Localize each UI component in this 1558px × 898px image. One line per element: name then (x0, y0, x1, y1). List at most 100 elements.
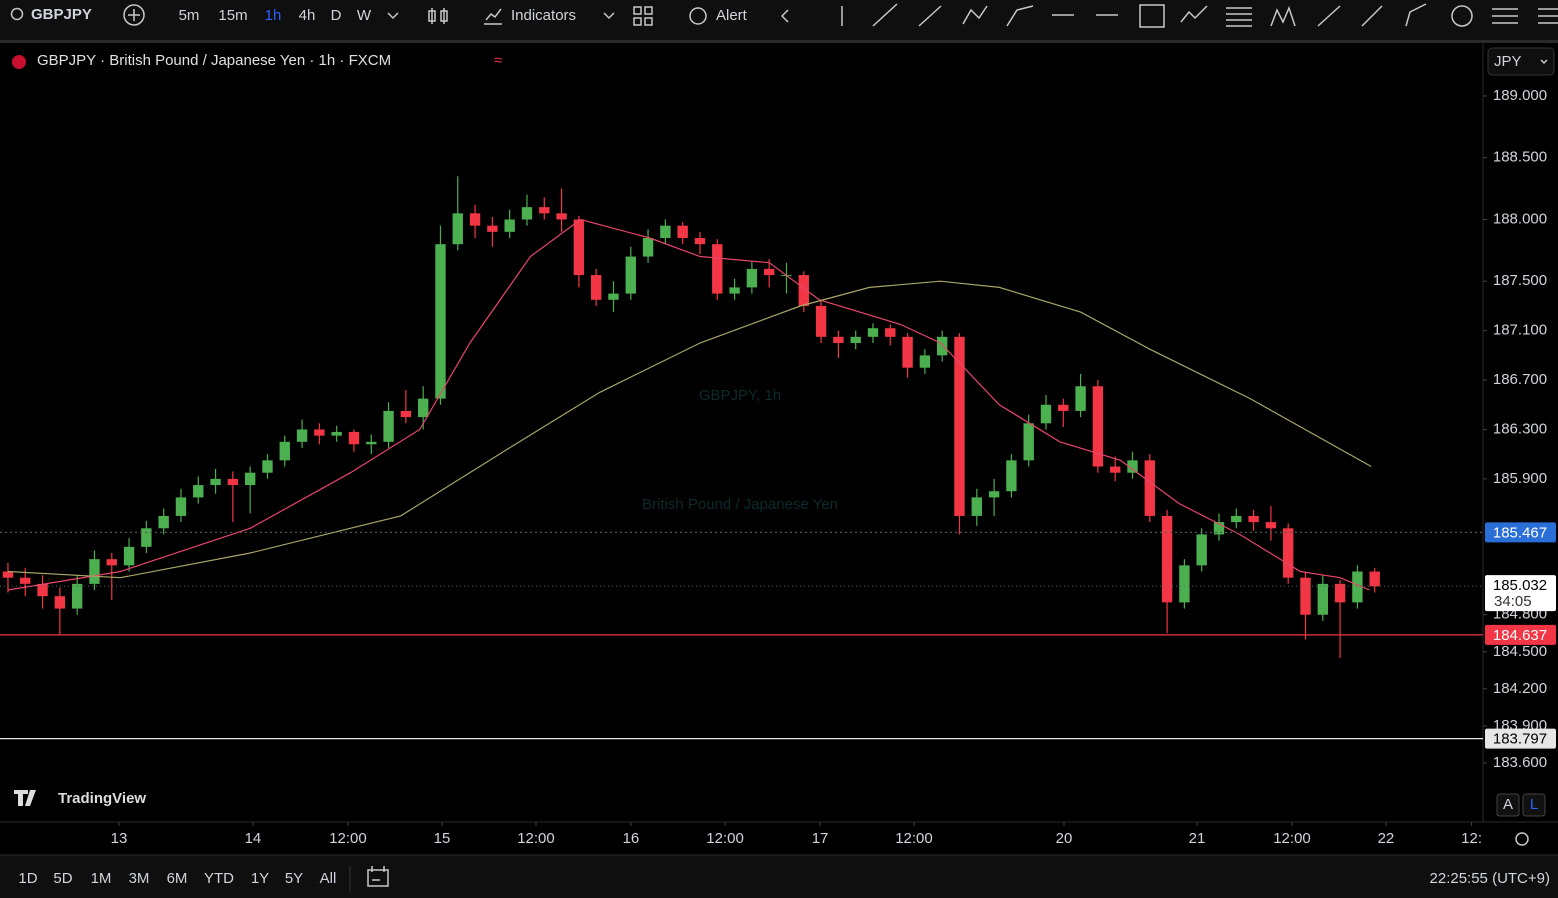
price-label-bg (1485, 624, 1556, 645)
y-tick-label: 185.900 (1493, 470, 1547, 487)
candle-body (158, 515, 169, 529)
add-icon (128, 9, 140, 21)
x-tick-label: 20 (1056, 830, 1073, 847)
dropdown[interactable] (603, 12, 615, 20)
flag-icon (12, 55, 26, 69)
candle-body (729, 287, 740, 294)
date-range-icon[interactable] (367, 866, 389, 887)
interval[interactable]: 5m (179, 7, 200, 24)
candle-body (417, 398, 429, 418)
x-tick-label: 12: (1461, 830, 1482, 847)
range[interactable]: 5D (53, 870, 72, 887)
range[interactable]: 1Y (251, 870, 269, 887)
candle-body (452, 213, 463, 245)
candle-body (71, 583, 83, 609)
candle-body (1144, 460, 1155, 516)
interval[interactable]: D (331, 7, 342, 24)
candle-body (1092, 386, 1104, 467)
candle-body (1334, 583, 1346, 603)
candle-body (175, 497, 187, 516)
candle-body (227, 478, 239, 486)
range[interactable]: YTD (204, 870, 234, 887)
candle-body (1283, 528, 1294, 578)
candle-body (193, 485, 204, 498)
candle-body (366, 441, 377, 445)
logo-mark (14, 790, 36, 806)
candle-body (625, 256, 636, 294)
candle-body (37, 583, 48, 597)
candle-body (1352, 571, 1363, 603)
candle-body (331, 431, 342, 436)
dropdown[interactable] (387, 12, 399, 20)
auto-scale[interactable] (1496, 793, 1520, 817)
auto-scale-label[interactable]: A (1503, 796, 1513, 813)
dropdown[interactable] (1540, 59, 1548, 65)
range[interactable]: All (320, 870, 337, 887)
candle-body (919, 355, 931, 368)
x-tick-label: 14 (245, 830, 262, 847)
watermark-symbol: GBPJPY, 1h (699, 387, 781, 404)
interval[interactable]: 15m (218, 7, 247, 24)
interval[interactable]: W (357, 7, 372, 24)
alert[interactable]: Alert (716, 7, 748, 24)
candle-body (1127, 460, 1138, 473)
candle-body (1369, 571, 1380, 587)
candle-body (763, 268, 775, 276)
price-label: 184.637 (1493, 627, 1547, 644)
search-icon[interactable] (10, 7, 24, 21)
candle-body (1075, 386, 1086, 411)
candle-body (1317, 583, 1328, 615)
chart-type[interactable] (428, 8, 448, 24)
candle-body (383, 410, 394, 442)
settings-icon[interactable] (1515, 832, 1529, 846)
range[interactable]: 5Y (285, 870, 303, 887)
price-label: 183.797 (1493, 731, 1547, 748)
interval[interactable]: 4h (299, 7, 316, 24)
candle-body (262, 460, 273, 473)
candle-body (435, 244, 446, 399)
legend-title: GBPJPY · British Pound / Japanese Yen · … (37, 52, 391, 69)
candle-body (850, 336, 861, 344)
bottom-toolbar (0, 855, 1558, 898)
currency[interactable]: JPY (1494, 53, 1522, 70)
candle-body (1231, 515, 1242, 523)
watermark-description: British Pound / Japanese Yen (642, 496, 838, 513)
candle-body (2, 571, 14, 578)
candle-body (1040, 404, 1052, 424)
candle-body (885, 328, 896, 337)
candle-body (1161, 515, 1173, 603)
scroll-left[interactable] (780, 9, 789, 23)
indicators[interactable]: Indicators (511, 7, 576, 24)
range[interactable]: 3M (129, 870, 150, 887)
candle-body (1196, 534, 1207, 566)
candle-body (954, 336, 965, 516)
candle-body (1006, 460, 1017, 492)
interval-active[interactable]: 1h (265, 7, 282, 24)
candle-body (971, 497, 982, 516)
range[interactable]: 1D (18, 870, 37, 887)
plot (2, 176, 1380, 658)
moving-average (7, 218, 1370, 591)
range[interactable]: 6M (167, 870, 188, 887)
candle-body (746, 268, 758, 288)
range[interactable]: 1M (91, 870, 112, 887)
logo[interactable]: TradingView (58, 790, 146, 807)
candle-body (660, 225, 671, 239)
layouts[interactable] (633, 6, 653, 26)
log-scale-label[interactable]: L (1530, 796, 1538, 813)
add-symbol[interactable] (123, 4, 145, 26)
clock[interactable]: 22:25:55 (UTC+9) (1430, 870, 1550, 887)
candle-body (815, 305, 827, 337)
price-axis (1483, 43, 1558, 822)
candle-body (573, 219, 585, 276)
last-price-bg (1485, 575, 1556, 612)
log-scale[interactable] (1522, 793, 1546, 817)
price-label-bg (1485, 522, 1556, 543)
currency-button[interactable] (1487, 47, 1555, 76)
y-tick-label: 183.600 (1493, 754, 1547, 771)
candle-body (244, 472, 256, 486)
symbol[interactable]: GBPJPY (31, 6, 92, 23)
price-label: 185.467 (1493, 524, 1547, 541)
